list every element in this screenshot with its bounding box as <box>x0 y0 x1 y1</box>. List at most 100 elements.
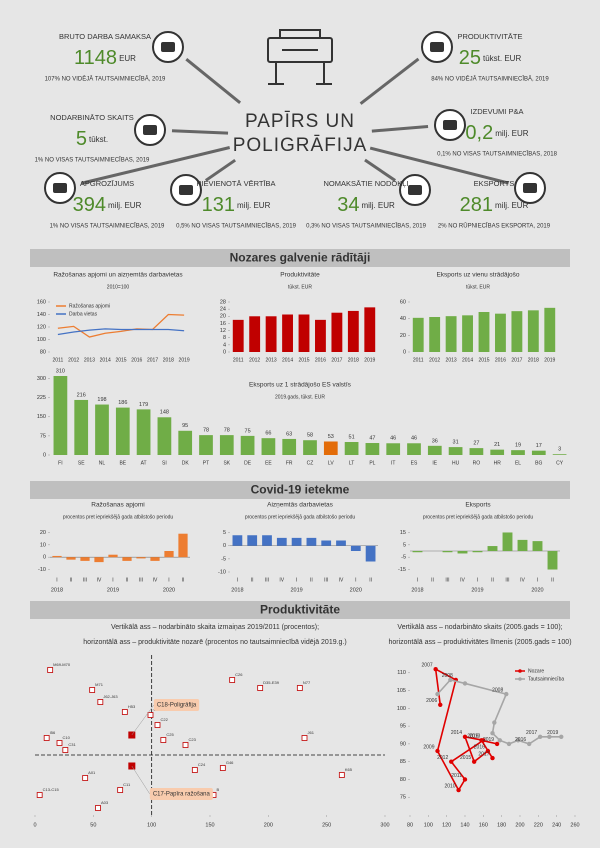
y-tick-label: 0 <box>43 452 46 458</box>
y-tick-label: -10 <box>38 567 46 573</box>
kpi-note: 0,1% NO VISAS TAUTSAIMNIECĪBAS, 2018 <box>437 151 557 158</box>
bar <box>552 454 567 455</box>
x-tick-label: SI <box>162 460 167 466</box>
chart-subtitle: horizontālā ass – produktivitātes līmeni… <box>388 639 571 646</box>
point <box>219 765 226 771</box>
point <box>97 699 104 705</box>
kpi-icon <box>44 172 76 204</box>
point-label: 2016 <box>474 744 485 750</box>
bar <box>178 533 188 558</box>
kpi-unit: EUR <box>119 54 136 63</box>
bar <box>232 535 243 546</box>
point-label: 2014 <box>451 730 462 736</box>
x-tick-label: II <box>369 577 372 583</box>
point <box>338 772 345 778</box>
point <box>117 787 124 793</box>
icon-glyph <box>161 42 175 52</box>
x-tick-label: LV <box>328 460 334 466</box>
data-label: 36 <box>432 438 438 444</box>
x-tick-label: IV <box>520 577 525 583</box>
kpi-icon <box>514 172 546 204</box>
kpi-title: EKSPORTS <box>474 179 515 188</box>
kpi-title: BRUTO DARBA SAMAKSA <box>59 32 151 41</box>
y-tick-label: 120 <box>37 324 46 330</box>
chart-title: Aizņemtās darbavietas <box>267 502 334 509</box>
kpi-value: 5 tūkst. <box>76 128 108 150</box>
x-tick-label: 2018 <box>528 357 539 363</box>
kpi-value: 34 milj. EUR <box>337 194 395 216</box>
point-label: 2019 <box>547 730 558 736</box>
y-tick-label: 100 <box>37 337 46 343</box>
point-label: A01 <box>88 770 96 775</box>
bar <box>52 555 62 558</box>
point <box>89 687 96 693</box>
bar <box>164 551 174 558</box>
point-label: H53 <box>128 704 136 709</box>
x-tick-label: 2011 <box>233 357 244 363</box>
connector <box>369 146 509 185</box>
data-label: 66 <box>265 431 271 437</box>
bar <box>53 376 68 455</box>
point <box>435 691 440 697</box>
x-tick-label: 2014 <box>100 357 111 363</box>
point <box>471 759 477 764</box>
kpi-value: 1148 EUR <box>74 47 136 69</box>
point <box>433 667 438 672</box>
kpi-note: 1% NO VISAS TAUTSAIMNIECĪBAS, 2019 <box>50 223 165 230</box>
point <box>490 731 495 736</box>
x-tick-label: III <box>445 577 449 583</box>
bar <box>511 311 523 352</box>
bar <box>495 313 506 352</box>
bar <box>511 450 525 455</box>
x-tick-label: II <box>551 577 554 583</box>
bar <box>265 316 277 352</box>
x-tick-label: I <box>355 577 356 583</box>
point-label: 2015 <box>460 755 471 761</box>
x-tick-label: I <box>112 577 113 583</box>
y-tick-label: 8 <box>223 335 226 341</box>
bar <box>457 551 468 554</box>
series-line <box>57 313 185 338</box>
bar <box>282 438 297 455</box>
group-label: 2018 <box>231 587 243 593</box>
y-tick-label: 80 <box>40 349 46 355</box>
x-tick-label: BG <box>535 460 542 466</box>
y-tick-label: 12 <box>220 328 226 334</box>
point <box>547 734 552 739</box>
y-tick-label: 20 <box>220 314 226 320</box>
point <box>490 755 495 761</box>
x-tick-label: AT <box>141 460 147 466</box>
x-tick-label: 250 <box>322 822 331 828</box>
y-tick-label: 15 <box>400 530 406 536</box>
point-label: J62-J63 <box>103 694 118 699</box>
x-tick-label: II <box>182 577 185 583</box>
bar <box>306 537 317 546</box>
x-tick-label: 2011 <box>413 357 424 363</box>
point-label: K65 <box>345 767 353 772</box>
icon-glyph <box>523 183 537 193</box>
bar <box>74 399 89 455</box>
data-label: 216 <box>77 392 86 398</box>
chart-title: Eksports <box>465 502 491 509</box>
point-label: C22 <box>161 717 169 722</box>
point <box>456 787 461 793</box>
x-tick-label: 100 <box>424 822 433 828</box>
point-label: N77 <box>303 680 311 685</box>
kpi-number: 281 <box>460 194 493 216</box>
kpi-value: 25 tūkst. EUR <box>459 47 522 69</box>
x-tick-label: 2019 <box>364 357 375 363</box>
point-label: 2010 <box>444 783 455 789</box>
bar <box>150 557 160 561</box>
y-tick-label: 75 <box>40 433 46 439</box>
x-tick-label: 240 <box>552 822 561 828</box>
point-label: M69-M70 <box>53 662 71 667</box>
icon-glyph <box>179 185 193 195</box>
x-tick-label: LT <box>349 460 354 466</box>
point <box>82 775 89 781</box>
kpi-icon <box>170 174 202 206</box>
x-tick-label: IV <box>97 577 102 583</box>
point <box>448 677 453 683</box>
kpi-unit: milj. EUR <box>495 201 529 210</box>
bar <box>532 541 543 551</box>
